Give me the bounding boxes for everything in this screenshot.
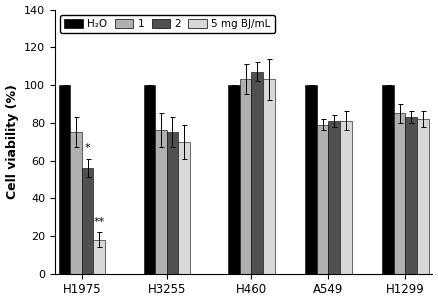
Bar [317, 125, 328, 274]
Bar [251, 72, 263, 274]
Bar [328, 121, 340, 274]
Bar [71, 132, 82, 274]
Bar [305, 85, 317, 274]
Bar [82, 168, 93, 274]
Text: **: ** [94, 217, 105, 226]
Bar [59, 85, 71, 274]
Y-axis label: Cell viability (%): Cell viability (%) [6, 84, 18, 199]
Bar [263, 79, 275, 274]
Bar [178, 142, 190, 274]
Bar [240, 79, 251, 274]
Bar [394, 113, 406, 274]
Bar [340, 121, 352, 274]
Legend: H₂O, 1, 2, 5 mg BJ/mL: H₂O, 1, 2, 5 mg BJ/mL [60, 15, 275, 33]
Bar [93, 240, 105, 274]
Bar [382, 85, 394, 274]
Bar [155, 130, 167, 274]
Text: *: * [85, 143, 91, 153]
Bar [144, 85, 155, 274]
Bar [167, 132, 178, 274]
Bar [228, 85, 240, 274]
Bar [417, 119, 429, 274]
Bar [406, 117, 417, 274]
